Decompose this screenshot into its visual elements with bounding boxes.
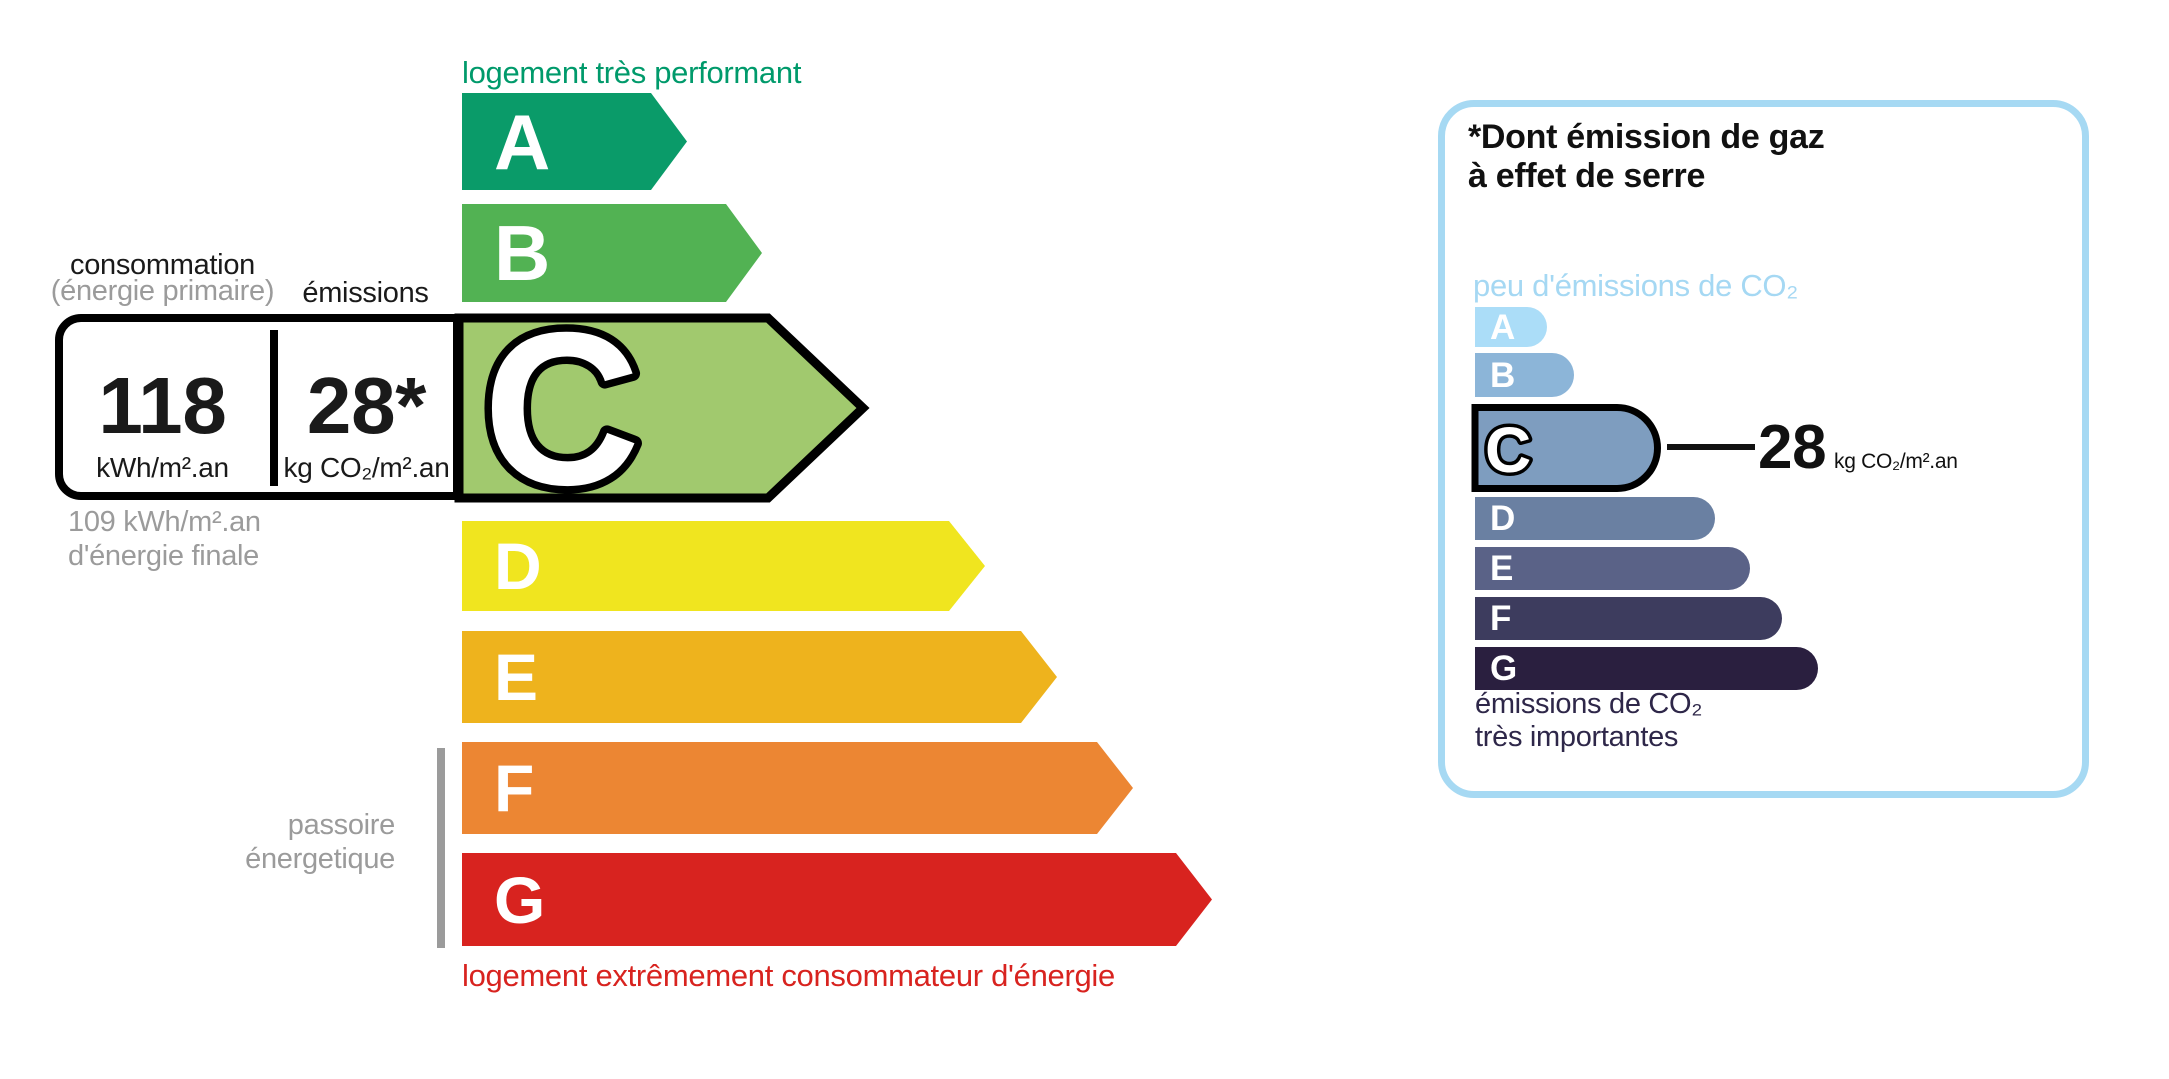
co2-grade-letter-g: G: [1490, 649, 1517, 688]
co2-grade-letter-a: A: [1490, 307, 1515, 347]
energy-grade-letter-a: A: [494, 97, 551, 186]
co2-grade-letter-b: B: [1490, 355, 1515, 395]
co2-high-emissions-caption-line2: très importantes: [1475, 721, 1679, 754]
energy-grade-letter-f: F: [494, 751, 535, 825]
co2-grade-letter-c: C: [1485, 414, 1531, 486]
co2-panel-value-unit: kg CO₂/m².an: [1834, 450, 1958, 473]
co2-high-emissions-caption: émissions de CO₂ très importantes: [1475, 688, 1703, 755]
energy-grade-arrow-b: B: [462, 204, 762, 302]
co2-grade-letter-e: E: [1490, 549, 1514, 588]
co2-panel-title-line1: *Dont émission de gaz: [1468, 118, 1825, 156]
header-consumption: consommation: [70, 249, 255, 281]
bottom-caption-high-consumption: logement extrêmement consommateur d'éner…: [462, 958, 1115, 993]
final-energy-note: 109 kWh/m².an d'énergie finale: [68, 505, 261, 573]
co2-grade-letter-d: D: [1490, 499, 1515, 538]
energy-sieve-label: passoire énergetique: [200, 808, 395, 876]
consumption-value-box: [55, 314, 461, 500]
header-primary-energy: (énergie primaire): [50, 275, 275, 307]
co2-value-connector-line: [1667, 444, 1755, 450]
energy-sieve-label-line2: énergetique: [245, 843, 395, 876]
co2-panel-value: 28: [1758, 413, 1827, 482]
co2-grade-bar-g: G: [1475, 647, 1818, 690]
value-box-divider: [270, 330, 278, 486]
top-caption-very-performant: logement très performant: [462, 55, 802, 90]
energy-value-cell: 118 kWh/m².an: [55, 366, 270, 482]
energy-grade-letter-b: B: [494, 209, 551, 297]
energy-grade-letter-c: C: [483, 288, 640, 531]
energy-value: 118: [98, 361, 227, 450]
header-emissions: émissions: [302, 277, 429, 309]
co2-grade-bar-a: A: [1475, 307, 1547, 347]
co2-low-emissions-caption: peu d'émissions de CO₂: [1473, 268, 1798, 303]
energy-grade-arrow-d: D: [462, 521, 985, 611]
co2-grade-letter-f: F: [1490, 599, 1512, 638]
energy-grade-letter-e: E: [494, 640, 538, 714]
co2-unit: kg CO₂/m².an: [283, 452, 450, 483]
energy-grade-arrow-f: F: [462, 742, 1133, 834]
co2-value-cell: 28* kg CO₂/m².an: [272, 366, 461, 482]
final-energy-note-line1: 109 kWh/m².an: [68, 506, 261, 538]
co2-grade-bar-c-shape: [1471, 404, 1661, 492]
co2-grade-bar-c-selected: C: [1471, 404, 1661, 492]
co2-value: 28*: [306, 361, 427, 450]
energy-grade-arrow-e: E: [462, 631, 1057, 723]
energy-sieve-bracket: [437, 748, 445, 948]
co2-grade-bar-d: D: [1475, 497, 1715, 540]
co2-grade-bar-e: E: [1475, 547, 1750, 590]
energy-unit: kWh/m².an: [96, 452, 229, 483]
energy-grade-letter-g: G: [494, 862, 546, 937]
energy-grade-arrow-g: G: [462, 853, 1212, 946]
co2-grade-bar-b: B: [1475, 353, 1574, 397]
co2-high-emissions-caption-line1: émissions de CO₂: [1475, 688, 1703, 720]
energy-grade-arrow-a: A: [462, 93, 687, 190]
final-energy-note-line2: d'énergie finale: [68, 540, 259, 573]
co2-grade-bar-f: F: [1475, 597, 1782, 640]
energy-sieve-label-line1: passoire: [287, 809, 396, 841]
energy-grade-arrow-c-selected: C: [454, 281, 870, 539]
co2-panel-title-line2: à effet de serre: [1468, 157, 1706, 196]
energy-grade-letter-d: D: [494, 529, 542, 603]
co2-panel-title: *Dont émission de gaz à effet de serre: [1468, 118, 1825, 196]
